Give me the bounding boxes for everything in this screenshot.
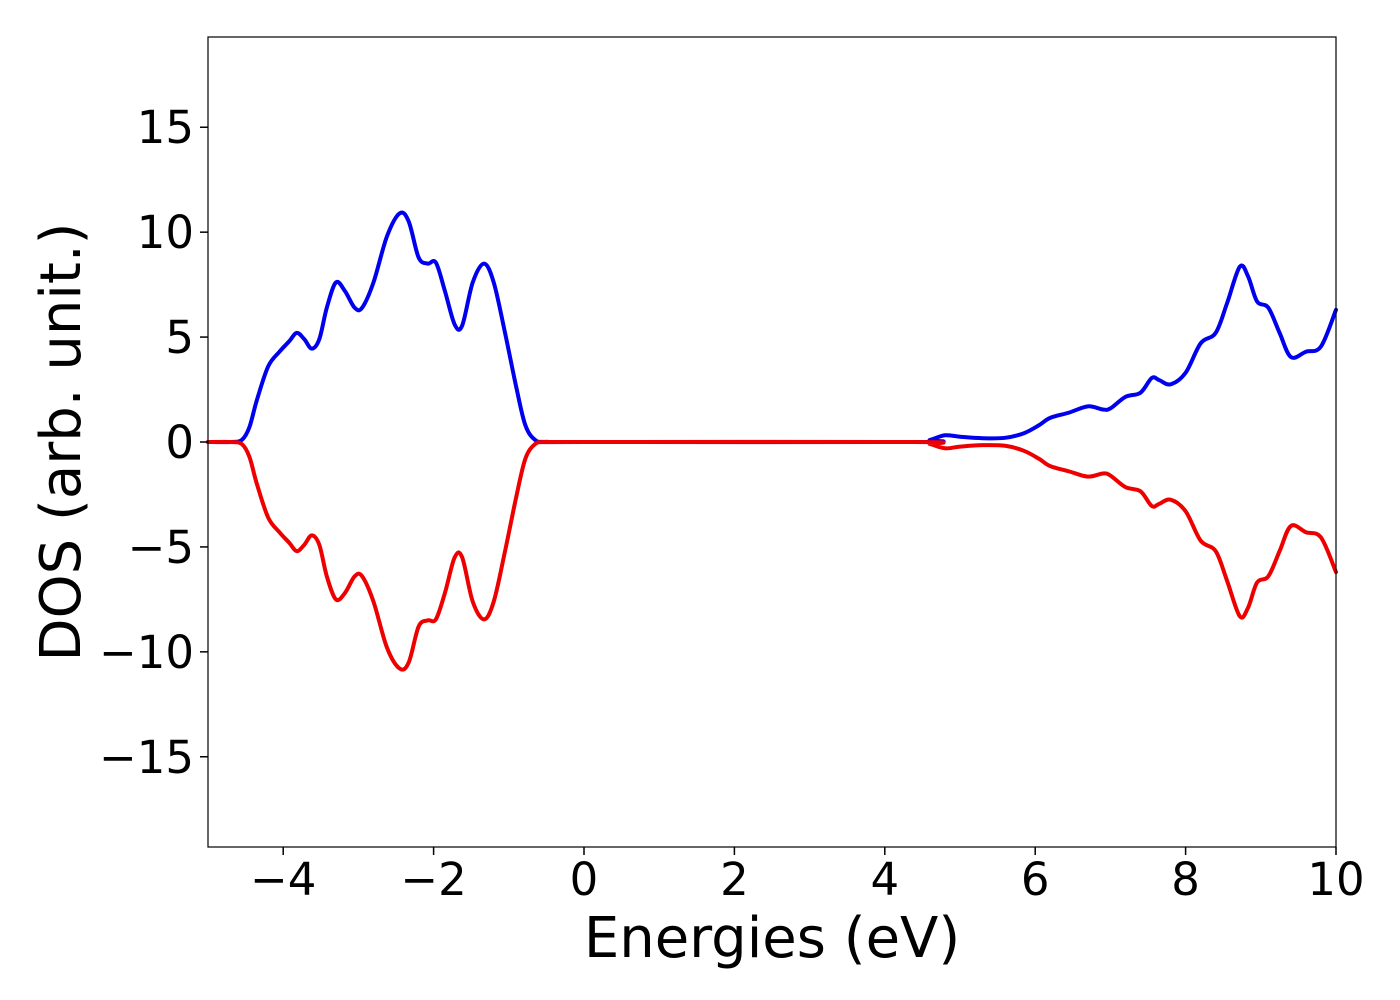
y-tick-label: −5 [128,521,194,574]
y-tick-label: 0 [165,416,194,469]
y-tick-label: −15 [99,731,194,784]
x-tick-label: 2 [720,853,749,906]
x-tick-label: 8 [1171,853,1200,906]
x-axis-ticks: −4 −2 0 2 4 6 8 10 [250,847,1365,906]
y-tick-label: 5 [165,311,194,364]
x-tick-label: 10 [1307,853,1364,906]
y-tick-label: −10 [99,626,194,679]
y-tick-label: 10 [137,206,194,259]
x-tick-label: 6 [1021,853,1050,906]
x-tick-label: 0 [570,853,599,906]
series-layer [206,210,1338,672]
x-axis-label: Energies (eV) [584,906,960,971]
series-line-1 [206,439,1338,672]
x-tick-label: −4 [250,853,316,906]
series-line-0 [206,210,1338,445]
x-tick-label: −2 [400,853,466,906]
x-tick-label: 4 [870,853,899,906]
y-axis-label: DOS (arb. unit.) [29,222,94,661]
y-axis-ticks: −15 −10 −5 0 5 10 15 [99,101,208,784]
y-tick-label: 15 [137,101,194,154]
